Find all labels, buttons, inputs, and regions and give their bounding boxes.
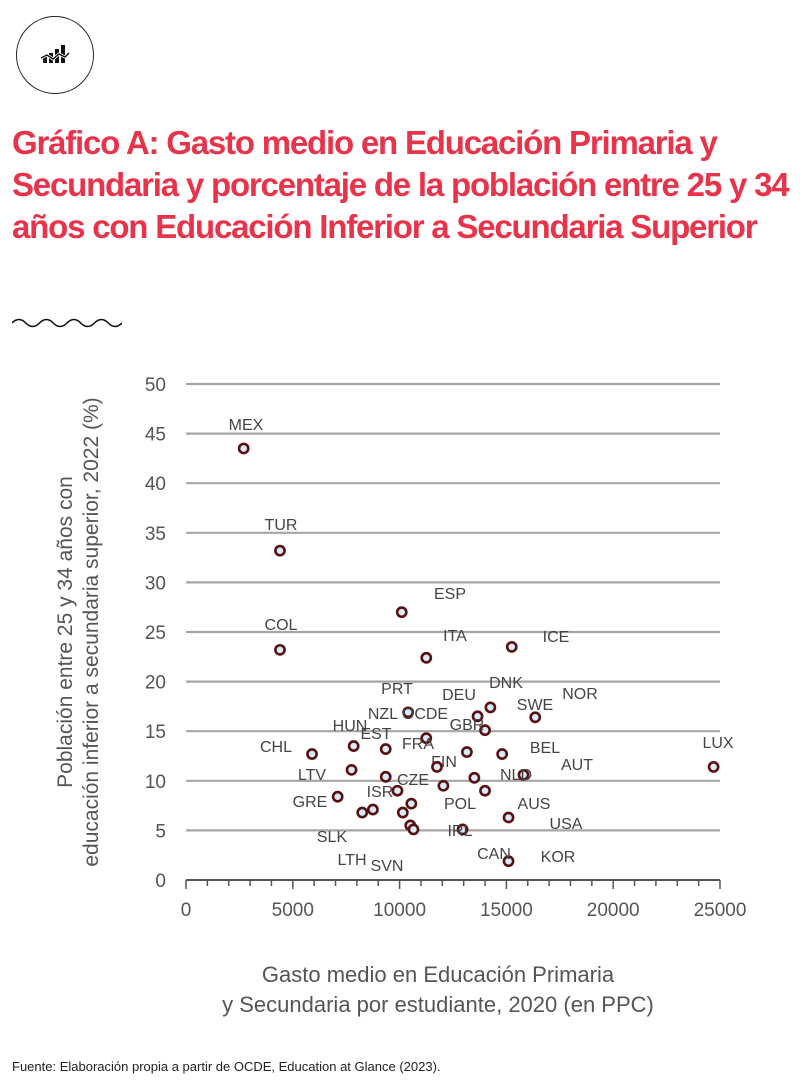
data-label-nor: NOR [562, 686, 598, 703]
data-label-can: CAN [477, 846, 511, 863]
data-label-nld: NLD [500, 767, 532, 784]
data-point-ita [420, 651, 433, 664]
y-tick-label: 15 [145, 722, 166, 743]
data-point-nld [468, 771, 481, 784]
y-tick-label: 25 [145, 623, 166, 644]
data-label-svn: SVN [371, 858, 404, 875]
y-tick-label: 35 [145, 524, 166, 545]
x-tick-label: 20000 [587, 900, 640, 921]
data-label-isr: ISR [367, 784, 394, 801]
x-tick-label: 0 [181, 900, 192, 921]
data-point-chl [306, 748, 318, 760]
data-label-tur: TUR [265, 517, 298, 534]
data-point-lth [366, 803, 379, 816]
data-label-irl: IRL [448, 823, 473, 840]
data-point-ice [505, 640, 518, 653]
data-point-ltv [345, 763, 358, 776]
y-tick-label: 50 [145, 375, 166, 396]
y-tick-label: 40 [145, 474, 166, 495]
chart-title: Gráfico A: Gasto medio en Educación Prim… [12, 124, 790, 245]
x-tick-label: 15000 [480, 900, 533, 921]
data-point-lux [707, 761, 720, 773]
data-label-pol: POL [444, 796, 476, 813]
data-point-dnk [484, 701, 497, 714]
data-point-prt [402, 706, 415, 719]
data-point-nor [529, 711, 542, 724]
y-axis-title: Población entre 25 y 34 años con educació… [54, 397, 103, 866]
data-label-swe: SWE [517, 697, 553, 714]
data-point-aus [502, 811, 515, 824]
x-tick-label: 25000 [694, 900, 747, 921]
data-point-ocde [420, 732, 433, 745]
data-label-kor: KOR [541, 849, 576, 866]
wave-divider [12, 318, 122, 328]
data-label-cze: CZE [397, 772, 429, 789]
chart-logo [16, 16, 94, 94]
y-tick-label: 10 [145, 772, 166, 793]
x-tick-label: 10000 [373, 900, 426, 921]
data-label-deu: DEU [442, 687, 476, 704]
data-label-esp: ESP [434, 586, 466, 603]
data-point-aut [517, 768, 530, 781]
data-point-mex [237, 442, 250, 455]
data-label-slk: SLK [317, 829, 348, 846]
data-point-hun [347, 740, 360, 752]
data-point-est [379, 743, 392, 755]
data-point-esp [395, 606, 408, 619]
data-label-gre: GRE [293, 794, 328, 811]
data-label-col: COL [265, 617, 298, 634]
data-label-chl: CHL [260, 739, 292, 756]
data-label-usa: USA [550, 816, 583, 833]
data-label-ltv: LTV [298, 767, 326, 784]
data-point-col [274, 643, 286, 656]
data-label-nzl: NZL [368, 706, 398, 723]
x-tick-label: 5000 [272, 900, 314, 921]
data-point-pol [437, 779, 450, 792]
y-tick-label: 5 [155, 821, 166, 842]
data-label-hun: HUN [333, 718, 368, 735]
data-label-ocde: OCDE [402, 706, 448, 723]
data-label-gbr: GBR [450, 717, 485, 734]
y-tick-label: 0 [155, 871, 166, 892]
data-point-deu [471, 710, 484, 723]
data-point-isr [391, 784, 404, 797]
data-point-gbr [479, 724, 491, 737]
data-label-aus: AUS [518, 796, 551, 813]
data-point-swe [479, 784, 491, 797]
data-label-fra: FRA [402, 736, 434, 753]
data-label-prt: PRT [381, 681, 413, 698]
data-label-aut: AUT [561, 757, 593, 774]
data-point-gre [331, 790, 344, 803]
data-label-bel: BEL [530, 740, 560, 757]
data-point-nzl [405, 797, 418, 810]
data-label-est: EST [360, 726, 391, 743]
data-point-tur [274, 544, 286, 557]
data-label-ita: ITA [443, 628, 467, 645]
y-tick-label: 45 [145, 425, 166, 446]
data-point-irl [456, 823, 469, 836]
data-point-bel [496, 748, 509, 760]
data-point-cze [379, 770, 392, 783]
data-label-lth: LTH [337, 852, 366, 869]
x-axis-title: Gasto medio en Educación Primaria y Secun… [222, 962, 654, 1017]
data-point-can [502, 855, 515, 868]
data-point-slk [356, 806, 369, 819]
data-label-ice: ICE [543, 629, 570, 646]
data-point-svn [396, 806, 409, 819]
y-tick-label: 30 [145, 573, 166, 594]
source-note: Fuente: Elaboración propia a partir de O… [12, 1059, 441, 1074]
data-label-mex: MEX [229, 417, 264, 434]
data-label-dnk: DNK [489, 675, 523, 692]
bar-line-chart-icon [40, 45, 71, 63]
data-point-fin [460, 746, 473, 758]
y-tick-label: 20 [145, 673, 166, 694]
data-label-lux: LUX [702, 735, 733, 752]
data-point-usa [407, 823, 420, 836]
scatter-chart: 0 5 10 15 20 25 30 35 40 45 50 0 5000 10000 15000 20000… [54, 375, 747, 1017]
data-point-fra [431, 761, 443, 773]
